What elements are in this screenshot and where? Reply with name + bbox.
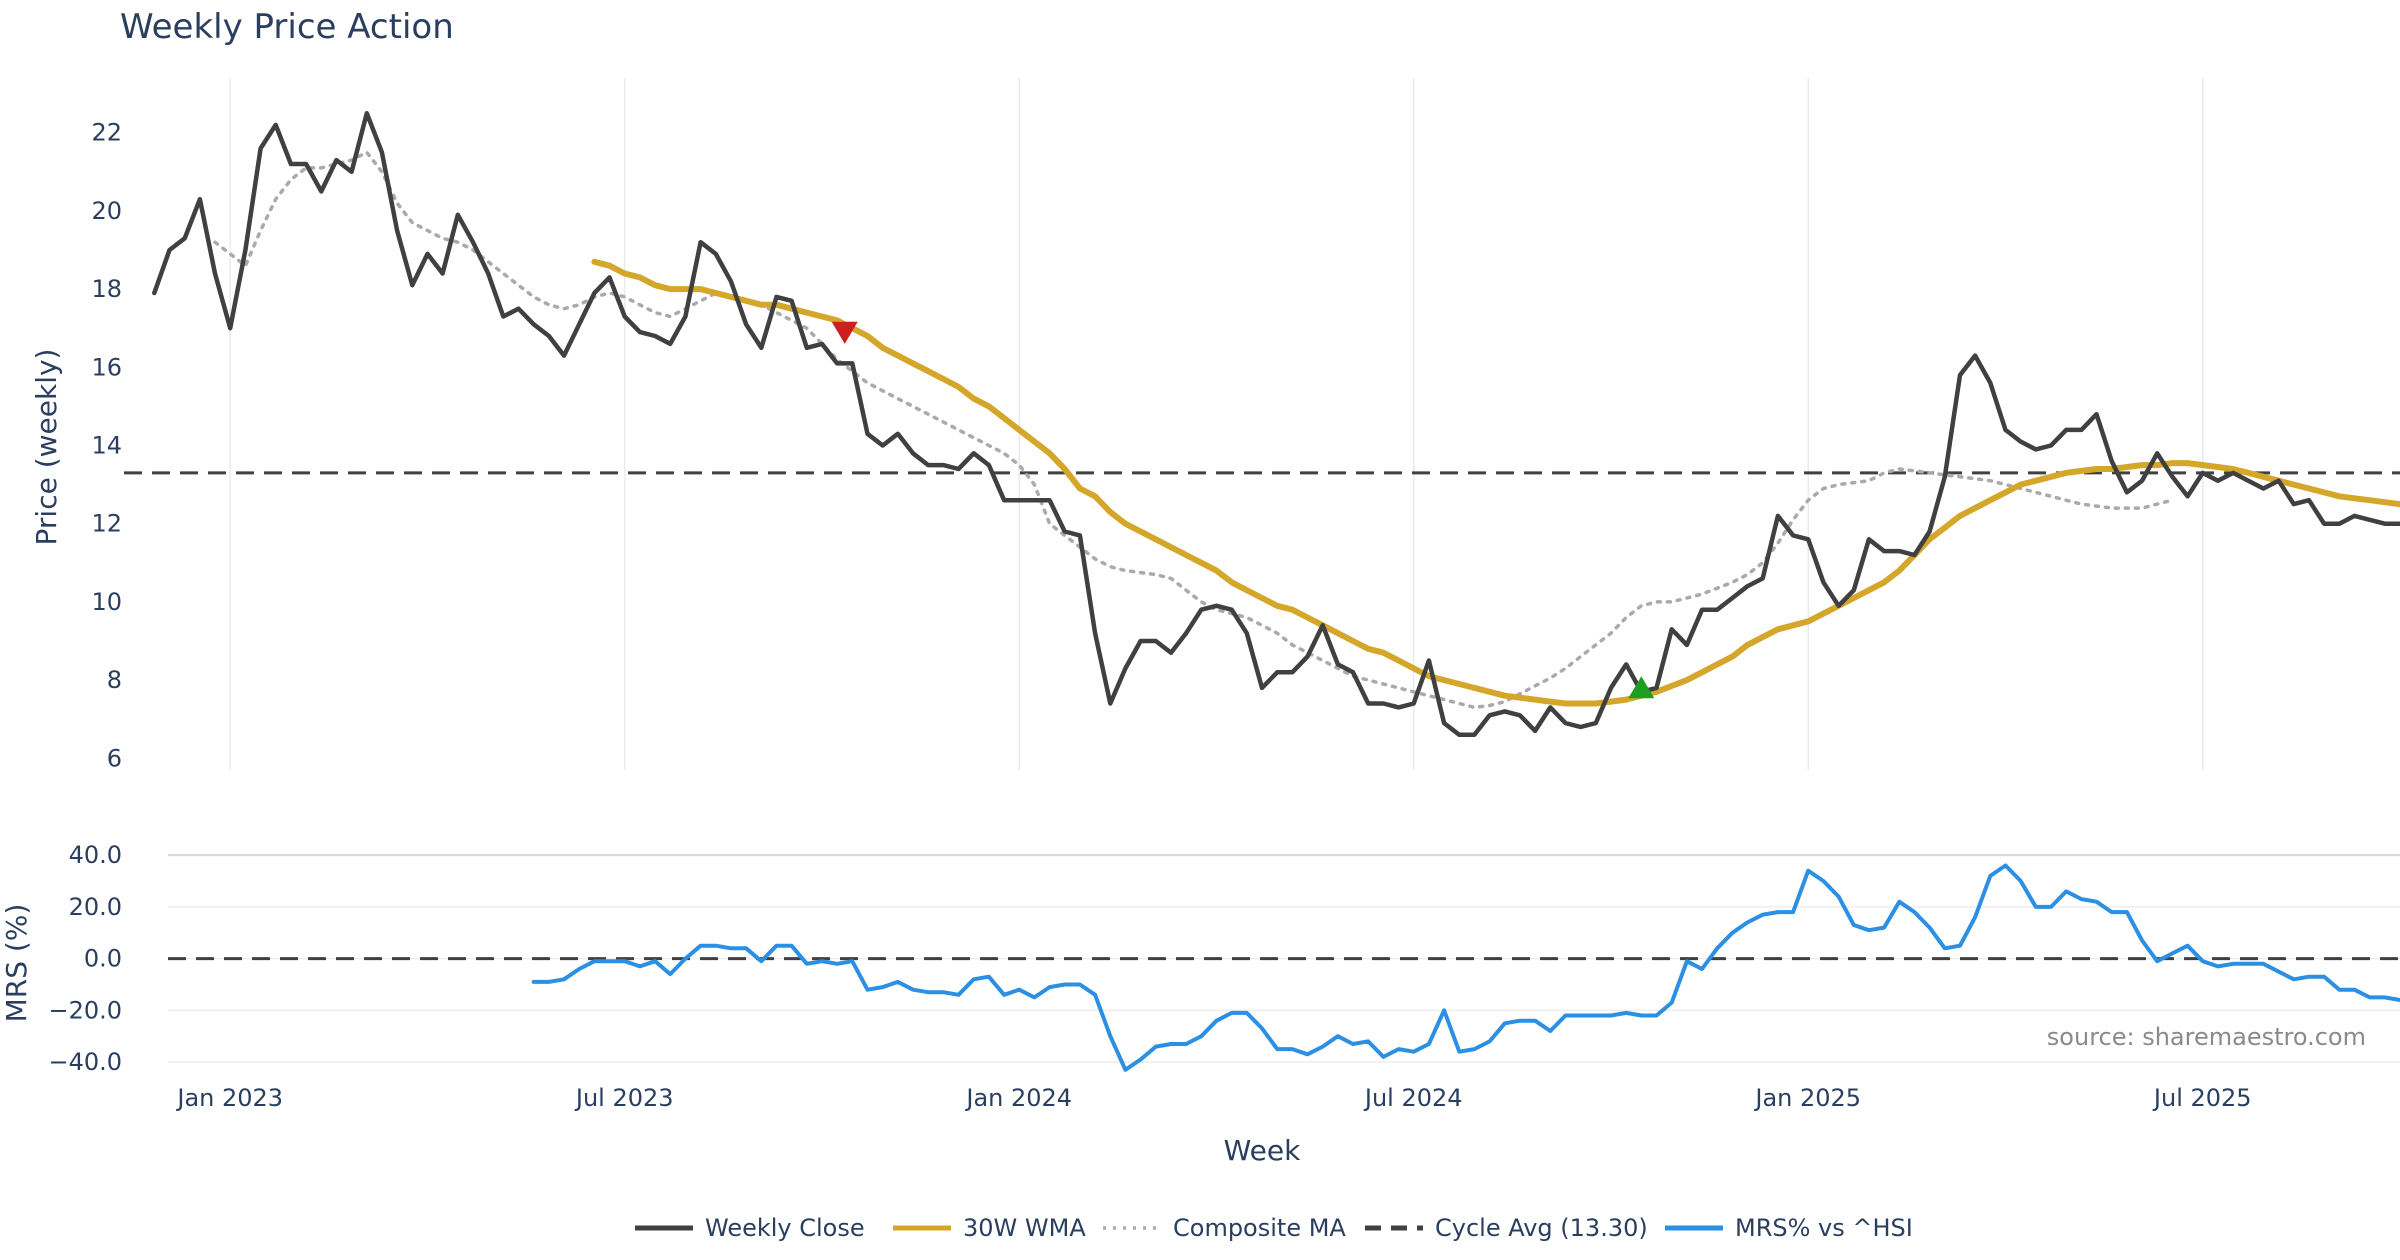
chart-title: Weekly Price Action (120, 7, 454, 47)
mrs-axis-title: MRS (%) (0, 904, 33, 1023)
mrs-y-tick-label: 20.0 (69, 893, 122, 921)
price-y-tick-label: 20 (91, 197, 122, 225)
price-y-tick-label: 14 (91, 432, 122, 460)
mrs-y-tick-label: −40.0 (48, 1048, 122, 1076)
legend-label-weekly-close: Weekly Close (705, 1214, 865, 1242)
x-tick-label: Jan 2023 (175, 1084, 283, 1112)
legend-label-30w-wma: 30W WMA (963, 1214, 1086, 1242)
x-axis-title: Week (1224, 1134, 1301, 1167)
x-tick-label: Jan 2024 (964, 1084, 1072, 1112)
price-y-tick-label: 8 (107, 666, 122, 694)
x-tick-label: Jul 2024 (1363, 1084, 1463, 1112)
x-tick-label: Jul 2023 (574, 1084, 674, 1112)
source-note: source: sharemaestro.com (2047, 1023, 2366, 1051)
price-y-tick-label: 16 (91, 353, 122, 381)
mrs-y-tick-label: 40.0 (69, 841, 122, 869)
x-tick-label: Jul 2025 (2152, 1084, 2252, 1112)
legend-label-composite-ma: Composite MA (1173, 1214, 1346, 1242)
legend-label-cycle-avg-13-30: Cycle Avg (13.30) (1435, 1214, 1648, 1242)
price-axis-title: Price (weekly) (30, 349, 63, 546)
buy-signal-marker (1628, 676, 1655, 699)
mrs-y-tick-label: −20.0 (48, 996, 122, 1024)
mrs-y-tick-label: 0.0 (84, 945, 122, 973)
legend-label-mrs-vs-hsi: MRS% vs ^HSI (1735, 1214, 1913, 1242)
weekly-close-series (152, 110, 2400, 738)
30w-wma-series (591, 258, 2400, 707)
price-y-tick-label: 10 (91, 588, 122, 616)
price-y-tick-label: 18 (91, 275, 122, 303)
price-y-tick-label: 12 (91, 510, 122, 538)
price-y-tick-label: 22 (91, 119, 122, 147)
x-tick-label: Jan 2025 (1753, 1084, 1861, 1112)
legend: Weekly Close 30W WMA Composite MA Cycle Avg… (635, 1214, 1913, 1242)
mrs-vs-hsi-series (531, 863, 2400, 1072)
composite-ma-series (213, 150, 2175, 710)
sell-signal-marker (831, 321, 858, 344)
price-y-tick-label: 6 (107, 744, 122, 772)
